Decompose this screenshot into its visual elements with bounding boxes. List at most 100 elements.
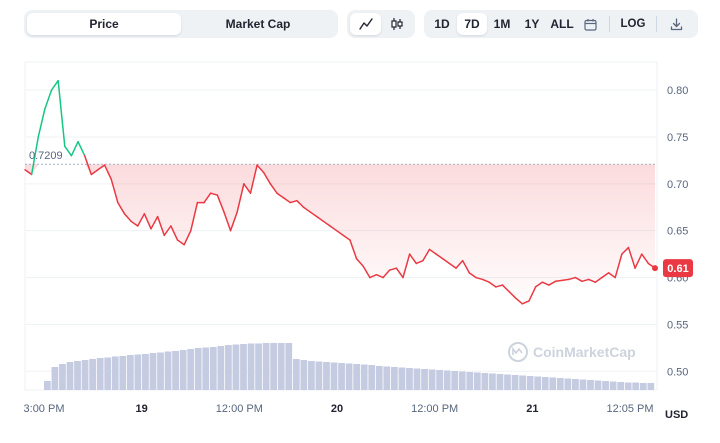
range-1d[interactable]: 1D [434, 17, 450, 31]
volume-bar [473, 372, 481, 390]
volume-bar [534, 376, 542, 390]
candlestick-icon[interactable] [381, 13, 412, 35]
volume-bar [564, 378, 572, 390]
price-line-segment [130, 220, 139, 227]
price-line-segment [243, 183, 252, 194]
volume-bar [398, 367, 406, 390]
price-line-segment [203, 192, 212, 204]
volume-bar [74, 361, 81, 390]
price-line-segment [103, 164, 112, 180]
y-tick-label: 0.65 [667, 226, 688, 238]
volume-bar [51, 367, 59, 390]
price-line-segment [170, 225, 179, 241]
price-line-segment [461, 259, 471, 274]
line-chart-icon[interactable] [350, 13, 381, 35]
volume-bar [519, 375, 526, 390]
price-line-segment [607, 272, 616, 279]
download-icon[interactable] [663, 13, 689, 35]
volume-bar [466, 372, 474, 390]
volume-bar [511, 375, 519, 390]
log-scale-toggle[interactable]: LOG [620, 18, 646, 30]
price-line-segment [136, 213, 146, 227]
price-line-segment [256, 164, 265, 174]
range-all[interactable]: ALL [550, 17, 574, 31]
price-tab[interactable]: Price [27, 13, 181, 35]
price-line-segment [587, 278, 597, 283]
price-line-segment [475, 276, 484, 281]
current-price-badge: 0.61 [663, 259, 693, 278]
x-tick-label: 12:00 PM [411, 403, 458, 415]
volume-bar [119, 356, 127, 390]
price-line-segment [123, 213, 132, 223]
price-line-segment [97, 164, 106, 171]
price-line-segment [422, 248, 431, 262]
price-line-segment [309, 211, 318, 218]
price-line-segment [316, 215, 325, 223]
price-line-segment [601, 272, 610, 279]
price-line-segment [163, 225, 172, 237]
price-line-segment [375, 273, 384, 279]
time-range-toggle: 1D 7D 1M 1Y ALL LOG [424, 10, 698, 38]
volume-bar [639, 383, 647, 390]
volume-bar [375, 366, 383, 390]
price-line-segment [455, 259, 464, 269]
range-7d[interactable]: 7D [457, 13, 487, 35]
price-line-segment [229, 211, 238, 232]
range-1m[interactable]: 1M [493, 17, 511, 31]
x-tick-label: 20 [331, 403, 343, 415]
price-line-segment [574, 276, 583, 283]
divider [609, 16, 610, 32]
volume-bar [209, 347, 217, 390]
volume-bar [579, 379, 587, 390]
price-line-segment [209, 192, 219, 196]
price-chart[interactable]: 0.7209 0.500.550.600.650.700.750.80 3:00… [0, 50, 720, 443]
volume-bar [308, 361, 315, 390]
volume-bar [338, 363, 345, 390]
range-1y[interactable]: 1Y [524, 17, 540, 31]
volume-bar [179, 350, 187, 390]
price-line-segment [64, 145, 73, 157]
volume-bar [89, 359, 97, 390]
volume-bar [292, 359, 300, 390]
price-line-segment [548, 280, 557, 286]
price-line-segment [276, 192, 285, 199]
volume-bar [44, 381, 51, 390]
volume-bar [315, 361, 323, 390]
volume-bar [526, 376, 534, 390]
x-tick-label: 12:00 PM [216, 403, 263, 415]
price-marketcap-toggle: Price Market Cap [24, 10, 338, 38]
last-price-dot [652, 265, 658, 272]
volume-bar [541, 377, 549, 390]
price-line-segment [594, 276, 603, 283]
market-cap-tab[interactable]: Market Cap [225, 17, 291, 31]
price-line-segment [355, 258, 364, 268]
volume-bar [489, 373, 496, 390]
price-line-segment [30, 136, 40, 176]
price-line-segment [335, 229, 345, 237]
x-tick-label: 21 [526, 403, 538, 415]
price-line-segment [415, 259, 424, 265]
price-line-segment [442, 258, 451, 265]
price-line-segment [428, 248, 437, 255]
volume-bar [255, 343, 262, 390]
volume-bar [353, 364, 361, 390]
volume-bar [66, 362, 74, 390]
price-line-segment [262, 171, 272, 185]
price-line-segment [190, 201, 199, 232]
coinmarketcap-watermark: CoinMarketCap [508, 342, 636, 362]
price-line-segment [481, 278, 490, 283]
price-line-segment [216, 194, 225, 213]
calendar-icon[interactable] [577, 13, 603, 35]
currency-label: USD [665, 409, 688, 421]
price-line-segment [150, 215, 159, 230]
volume-bar [59, 364, 66, 390]
volume-bar [225, 345, 232, 390]
price-line-segment [408, 253, 418, 265]
volume-bar [602, 381, 609, 390]
volume-bar [149, 353, 157, 390]
volume-bar [330, 362, 338, 390]
y-tick-label: 0.55 [667, 319, 688, 331]
y-tick-label: 0.50 [667, 366, 688, 378]
divider [656, 16, 657, 32]
price-line-segment [528, 286, 537, 302]
